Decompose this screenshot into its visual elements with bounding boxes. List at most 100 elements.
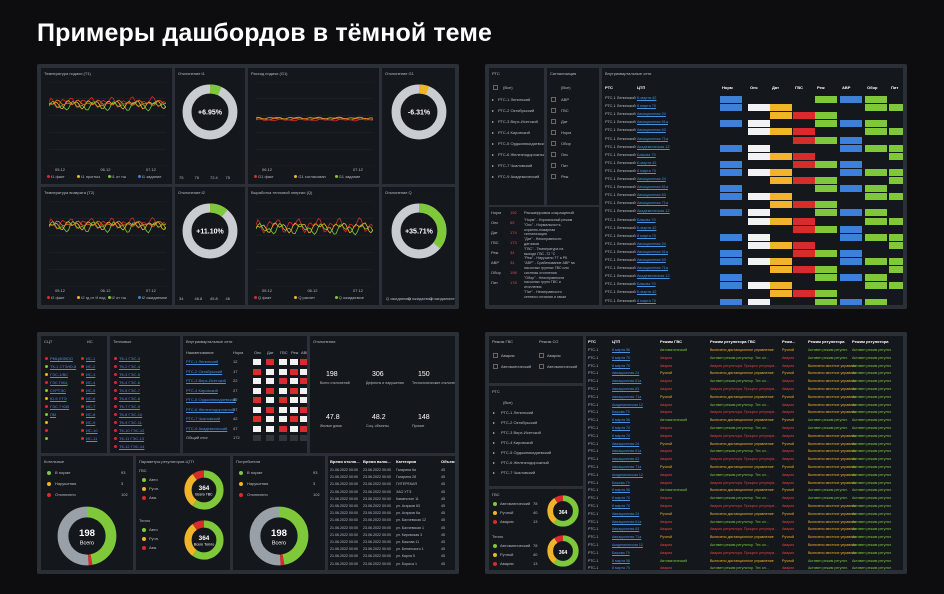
regulators-cell: Ручной [782,371,795,376]
mode-checkbox[interactable] [493,353,498,358]
regulators-cell: Активен режим регулятор. Тех ол... [710,566,769,570]
signals-table: Внутриквартальные сети РТС ЦТП Норм Опс Дат ГВ… [602,68,903,305]
int-cell [290,435,298,441]
regulators-cell: Активен режим регулят. [852,355,892,360]
int-cell [279,387,287,394]
rts-tree-expand-icon: ▸ [493,460,496,465]
int-cell [266,416,274,422]
signal-cell [720,233,742,241]
mode-checkbox[interactable] [493,364,498,369]
rts-filter-item: РТС-9 Академический [498,174,540,179]
signal-checkbox[interactable] [551,119,556,124]
is-item: ИС-6 [86,396,96,401]
legend-line: охранно-пожарная [524,227,556,232]
dashboard-temperature: Температура подачи (T1) 05.12 06.12 07.12 t1… [37,64,459,309]
signal-cell [815,249,837,257]
signal-checkbox[interactable] [551,130,556,135]
legend-panel: Норм 192 Опс 65 Дат 174 ГВС 173 Реж 34 АВР 34 Обор 19… [489,207,599,305]
signal-checkbox[interactable] [551,97,556,102]
status-dot [114,421,117,424]
signal-cell [840,274,862,282]
sct-panel: СЦТ ИС РМЦ/ЮВОО ИС-1 ТК-1 СТЭ/Ю-8 ИС-2 ГЭС-1/В… [41,336,107,453]
mode-checkbox[interactable] [539,364,544,369]
signal-cell [793,217,815,225]
regulator-donut-0-value: 364 [199,485,210,492]
t2-legend: t2 гд от tf под [81,295,106,300]
sct-item: ГЭС 7 ЮВ [50,404,70,409]
signal-filter-item: Обор [561,141,571,146]
regulators-cell: Ручной [782,441,795,446]
signal-checkbox[interactable] [551,174,556,179]
boilers-dot [47,493,51,497]
signal-cell [865,144,887,152]
status-dot [45,357,48,360]
events-cell: 23.06.2022 00:00 [363,496,391,501]
boilers-label: В норме [55,470,71,475]
regulators-cell: Ручной [660,535,673,540]
signal-cell [748,209,770,217]
status-dot [45,365,48,368]
regulators-cell: Ручной [782,488,795,493]
signal-cell [770,177,792,184]
legend-line: "Дат" - Неисправности [524,237,562,242]
regulators-cell: Авиационная 61а [612,519,642,524]
t2-series-3 [49,220,166,227]
g1-panel: Расход подачи (G1) 06.12 07.12 G1 факт G1 со… [248,68,379,184]
regulators-cell: Авария [782,355,795,360]
gvs-summary: ГВС Автоматический 78 Ручной 40 Авария 13 364 Те… [489,489,583,570]
regulators-cell: Активен режим регулят. [852,566,892,570]
status-dot [81,405,84,408]
teplo-dot [493,553,497,557]
consumers-donut-label: Всего [272,540,286,546]
dev-g1-title: Отклонение G1 [385,71,414,76]
regulators-cell: Авария регулятора. Процесс регулирв... [710,457,778,462]
teplo-label: Ручной [500,552,514,557]
int-cell [290,416,298,422]
rts-all-checkbox[interactable] [493,85,498,90]
mode-checkbox[interactable] [539,353,544,358]
regulators-cell: РТС-1 [588,363,599,368]
events-col-header: Время отклю... [330,459,360,464]
legend-line: сетевого питания и связи [524,294,567,299]
gvs-value: 40 [533,510,538,515]
status-dot [114,357,117,360]
signal-cell [889,217,903,225]
regulators-cell: РТС-1 [588,433,599,438]
q-legend: Q факт [258,295,272,300]
consumers-value: 3 [313,481,316,486]
events-cell: 23.06.2022 00:00 [363,504,391,508]
signal-cell [748,241,770,249]
int-cell [290,359,298,365]
t1-legend: t1 задание [141,174,162,179]
signals-row-rts: РТС-1 Ленинский [605,160,636,165]
t1-panel: Температура подачи (T1) 05.12 06.12 07.12 t1… [41,68,172,184]
signal-cell [770,168,792,176]
dev-g1-donut: -6.31% [391,84,446,140]
count-label: Норм [491,210,502,215]
signals-row-ctp: Авиационная 63 [637,128,666,133]
signal-checkbox[interactable] [551,141,556,146]
regulators-cell: 8 марта 70 [612,363,630,368]
regulators-cell: Включено дистанционное управление [710,348,774,352]
signal-filter: Сигнализация (Все) АВР ГВС Дат Норм Обор Опс Пит… [547,68,599,205]
dev-t1-donut-value: +6.95% [198,109,223,116]
deviation-value: 198 [326,371,338,378]
events-cell: ул. Карла 5 [396,554,415,559]
regulators-cell: Авария [660,402,673,407]
signal-cell [793,152,815,160]
signal-cell [889,152,903,160]
g1-series-2 [256,118,373,122]
regulators-cell: Авария [782,504,795,508]
events-cell: Каменотое 11 [396,496,419,501]
signals-row-ctp: Академическая 12 [637,144,670,149]
signals-row-rts: РТС-1 Ленинский [605,168,636,173]
gvs-mode-option: Авария [501,353,515,358]
regulators-cell: Активен режим регулят. [852,465,892,469]
signal-cell [889,193,903,201]
signal-checkbox[interactable] [551,163,556,168]
dev-t1-stat: 75 [179,175,184,180]
int-cell [300,378,307,384]
regulators-cell: РТС-1 [588,371,599,376]
signal-checkbox[interactable] [551,108,556,113]
signal-checkbox[interactable] [551,152,556,157]
